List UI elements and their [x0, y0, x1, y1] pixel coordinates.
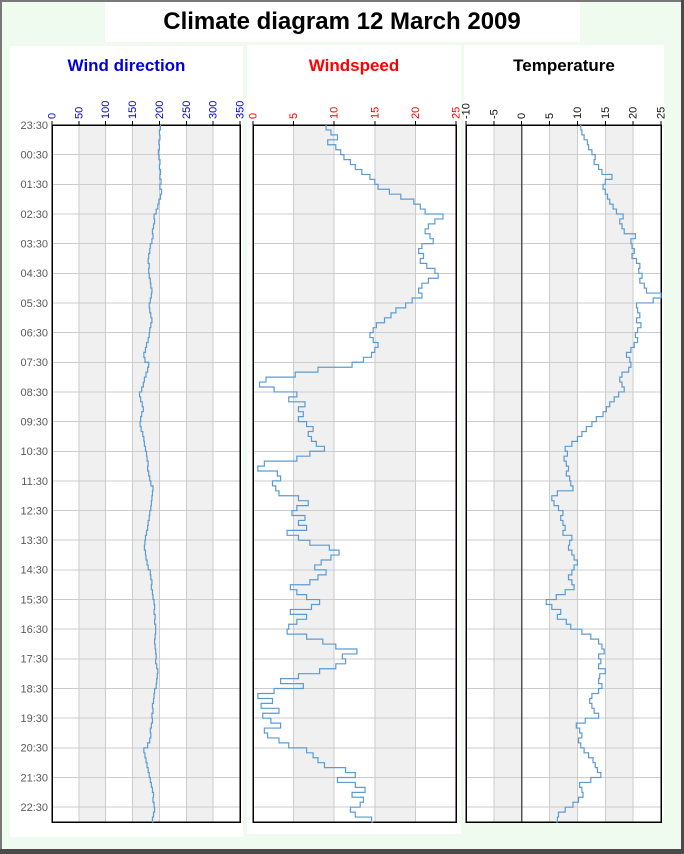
wind-direction-band — [132, 125, 160, 822]
temperature-band — [605, 125, 634, 822]
axis-tick-label: 50 — [73, 107, 85, 119]
time-label: 05:30 — [20, 298, 48, 310]
axis-tick-label: 250 — [181, 101, 193, 119]
time-label: 14:30 — [20, 565, 48, 577]
time-label: 15:30 — [20, 594, 48, 606]
windspeed-title: Windspeed — [308, 56, 400, 75]
temperature-band — [493, 125, 522, 822]
axis-tick-label: 5 — [544, 113, 556, 119]
frame-left — [0, 0, 2, 854]
axis-tick-label: 0 — [516, 113, 528, 119]
axis-tick-label: 25 — [656, 107, 668, 119]
axis-tick-label: 300 — [208, 101, 220, 119]
axis-tick-label: 10 — [329, 107, 341, 119]
axis-tick-label: 5 — [288, 113, 300, 119]
temperature-series-line — [545, 125, 662, 823]
wind-direction-panel: 0 50 100 150 200 250 300 350 — [47, 101, 247, 823]
time-label: 13:30 — [20, 535, 48, 547]
frame-right — [681, 0, 684, 854]
wind-direction-series-line — [138, 125, 163, 823]
axis-tick-label: 20 — [410, 107, 422, 119]
main-title: Climate diagram 12 March 2009 — [163, 8, 521, 35]
axis-tick-label: 350 — [235, 101, 247, 119]
temperature-band — [549, 125, 578, 822]
windspeed-border — [252, 124, 457, 823]
time-label: 22:30 — [20, 802, 48, 814]
time-label: 01:30 — [20, 179, 48, 191]
time-label: 04:30 — [20, 268, 48, 280]
axis-tick-label: 15 — [600, 107, 612, 119]
windspeed-column-box — [247, 45, 461, 834]
time-label: 03:30 — [20, 238, 48, 250]
windspeed-band — [293, 125, 335, 822]
wind-direction-band — [186, 125, 214, 822]
axis-tick-label: 0 — [248, 113, 260, 119]
time-label: 09:30 — [20, 416, 48, 428]
time-label: 19:30 — [20, 713, 48, 725]
axis-tick-label: 200 — [154, 101, 166, 119]
wind-direction-border — [51, 124, 241, 823]
time-label: 02:30 — [20, 209, 48, 221]
windspeed-series-line — [257, 125, 444, 823]
time-label: 08:30 — [20, 387, 48, 399]
wind-direction-band — [78, 125, 106, 822]
title-background-box — [105, 2, 580, 42]
time-label: 12:30 — [20, 505, 48, 517]
axis-tick-label: 20 — [628, 107, 640, 119]
windspeed-panel: 0 5 10 15 20 25 — [248, 107, 463, 823]
frame-bottom — [0, 849, 684, 854]
time-label: 23:30 — [20, 120, 48, 132]
time-label: 00:30 — [20, 150, 48, 162]
time-label: 17:30 — [20, 654, 48, 666]
time-label: 20:30 — [20, 743, 48, 755]
axis-tick-label: -10 — [461, 103, 473, 119]
time-label: 07:30 — [20, 357, 48, 369]
time-label: 21:30 — [20, 772, 48, 784]
time-label: 16:30 — [20, 624, 48, 636]
frame-top — [0, 0, 684, 2]
time-label: 06:30 — [20, 327, 48, 339]
time-axis-labels: 23:30 00:30 01:30 02:30 03:30 04:30 05:30 06:30… — [20, 120, 48, 814]
wind-direction-title: Wind direction — [67, 56, 186, 75]
temperature-panel: -10 -5 0 5 10 15 20 25 — [461, 103, 668, 823]
windspeed-band — [374, 125, 416, 822]
axis-tick-label: 0 — [47, 113, 59, 119]
axis-tick-label: 15 — [369, 107, 381, 119]
axis-tick-label: -5 — [488, 109, 500, 119]
time-label: 11:30 — [21, 476, 48, 488]
temperature-title: Temperature — [513, 56, 615, 75]
axis-tick-label: 25 — [451, 107, 463, 119]
axis-tick-label: 150 — [127, 101, 139, 119]
axis-tick-label: 100 — [100, 101, 112, 119]
temperature-border — [465, 124, 662, 823]
axis-tick-label: 10 — [572, 107, 584, 119]
time-label: 18:30 — [20, 683, 48, 695]
time-label: 10:30 — [20, 446, 48, 458]
